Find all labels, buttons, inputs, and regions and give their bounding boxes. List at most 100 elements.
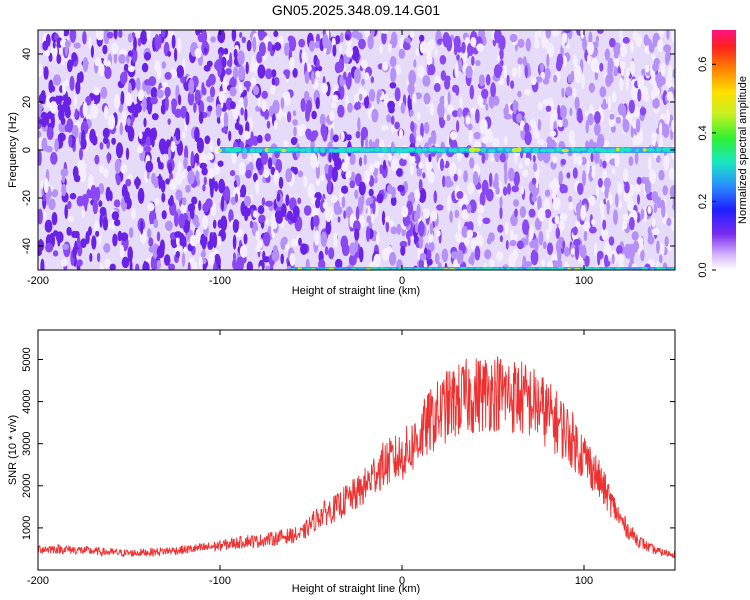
spectrogram-cell: [631, 231, 639, 241]
spectrogram-cell: [595, 35, 600, 43]
spectrogram-cell: [542, 98, 551, 106]
spectrogram-cell: [305, 128, 312, 140]
spectrogram-cell: [658, 242, 665, 257]
spectrogram-cell: [89, 253, 93, 262]
spectrogram-cell: [168, 263, 176, 270]
tone-sample: [640, 267, 649, 270]
spectrogram-cell: [81, 208, 86, 218]
spectrogram-cell: [461, 226, 469, 238]
spectrogram-cell: [607, 95, 612, 111]
spectrogram-cell: [354, 93, 359, 104]
spectrogram-cell: [265, 68, 273, 80]
spectrogram-cell: [150, 255, 157, 270]
spectrogram-cell: [414, 189, 421, 202]
spectrogram-cell: [305, 99, 312, 114]
spectrogram-cell: [492, 95, 500, 106]
spectrogram-cell: [670, 219, 675, 232]
spectrogram-cell: [62, 100, 69, 113]
spectrogram-cell: [470, 238, 477, 251]
spectrogram-cell: [485, 74, 491, 86]
spectrogram-cell: [394, 87, 401, 102]
spectrogram-cell: [346, 134, 352, 141]
spectrogram-cell: [104, 258, 111, 268]
spectrogram-cell: [232, 219, 239, 233]
spectrogram-cell: [102, 127, 110, 139]
spectrogram-cell: [563, 246, 571, 257]
spectrogram-cell: [99, 214, 103, 228]
spectrogram-cell: [653, 197, 661, 204]
spectrogram-cell: [602, 219, 607, 231]
spectrogram-cell: [261, 100, 267, 112]
spectrogram-cell: [217, 160, 224, 167]
spectrogram-cell: [390, 115, 395, 125]
spectrogram-cell: [489, 259, 495, 269]
spectrogram-cell: [77, 158, 86, 175]
spectrogram-cell: [503, 65, 508, 79]
spectrogram-cell: [345, 46, 354, 58]
spectrogram-cell: [368, 163, 375, 174]
spectrogram-cell: [499, 180, 503, 196]
tone-sample: [567, 267, 572, 270]
spectrogram-cell: [499, 59, 504, 67]
spectrogram-cell: [226, 59, 233, 67]
spectrogram-cell: [93, 86, 100, 96]
spectrogram-cell: [244, 108, 248, 122]
spectrogram-cell: [180, 105, 188, 119]
spectrogram-cell: [280, 97, 285, 110]
spectrogram-cell: [252, 135, 259, 146]
spectrogram-cell: [564, 185, 568, 194]
spectrogram-cell: [637, 89, 642, 102]
spectrogram-cell: [525, 38, 531, 52]
spectrogram-cell: [152, 243, 158, 259]
spectrogram-cell: [358, 38, 366, 50]
spectrogram-cell: [261, 197, 266, 207]
spectrogram-cell: [164, 71, 172, 80]
spectrogram-cell: [593, 242, 598, 257]
spectrogram-cell: [427, 64, 436, 76]
spectrogram-cell: [349, 242, 357, 256]
spectrogram-cell: [609, 113, 615, 120]
spectrogram-cell: [539, 62, 545, 73]
spectrogram-cell: [50, 114, 55, 129]
spectrogram-cell: [630, 84, 638, 100]
spectrogram-cell: [245, 61, 249, 75]
spectrogram-cell: [223, 48, 229, 55]
spectrogram-cell: [365, 226, 371, 242]
spectrogram-cell: [426, 249, 432, 260]
spectrogram-cell: [189, 234, 198, 247]
spectrogram-cell: [185, 111, 190, 126]
spectrogram-cell: [544, 189, 551, 197]
spectrogram-cell: [353, 103, 361, 110]
spectrogram-cell: [381, 30, 387, 45]
spectrogram-cell: [329, 111, 335, 122]
spectrogram-cell: [419, 34, 425, 42]
spectrogram-cell: [672, 68, 675, 79]
spectrogram-cell: [634, 182, 642, 193]
spectrogram-cell: [455, 85, 460, 96]
spectrogram-cell: [72, 246, 77, 259]
spectrogram-cell: [194, 126, 200, 143]
spectrogram-cell: [467, 221, 474, 233]
spectrogram-cell: [136, 145, 144, 154]
spectrogram-cell: [386, 114, 392, 123]
spectrogram-cell: [145, 136, 151, 148]
spectrogram-cell: [354, 189, 359, 199]
spectrogram-cell: [427, 49, 432, 58]
spectrogram-cell: [653, 57, 660, 66]
spectrogram-cell: [76, 259, 83, 267]
spectrogram-cell: [267, 157, 273, 170]
spectrogram-cell: [623, 195, 631, 202]
spectrogram-cell: [464, 237, 468, 246]
spectrogram-cell: [381, 62, 389, 71]
spectrogram-cell: [476, 43, 484, 52]
spectrogram-cell: [613, 51, 619, 59]
spectrogram-cell: [566, 42, 570, 50]
spectrogram-cell: [239, 245, 248, 258]
spectrogram-cell: [56, 95, 64, 102]
spectrogram-cell: [75, 80, 81, 95]
spectrogram-cell: [258, 214, 266, 223]
spectrogram-cell: [544, 209, 552, 219]
spectrogram-cell: [164, 95, 169, 111]
spectrogram-cell: [667, 65, 673, 80]
